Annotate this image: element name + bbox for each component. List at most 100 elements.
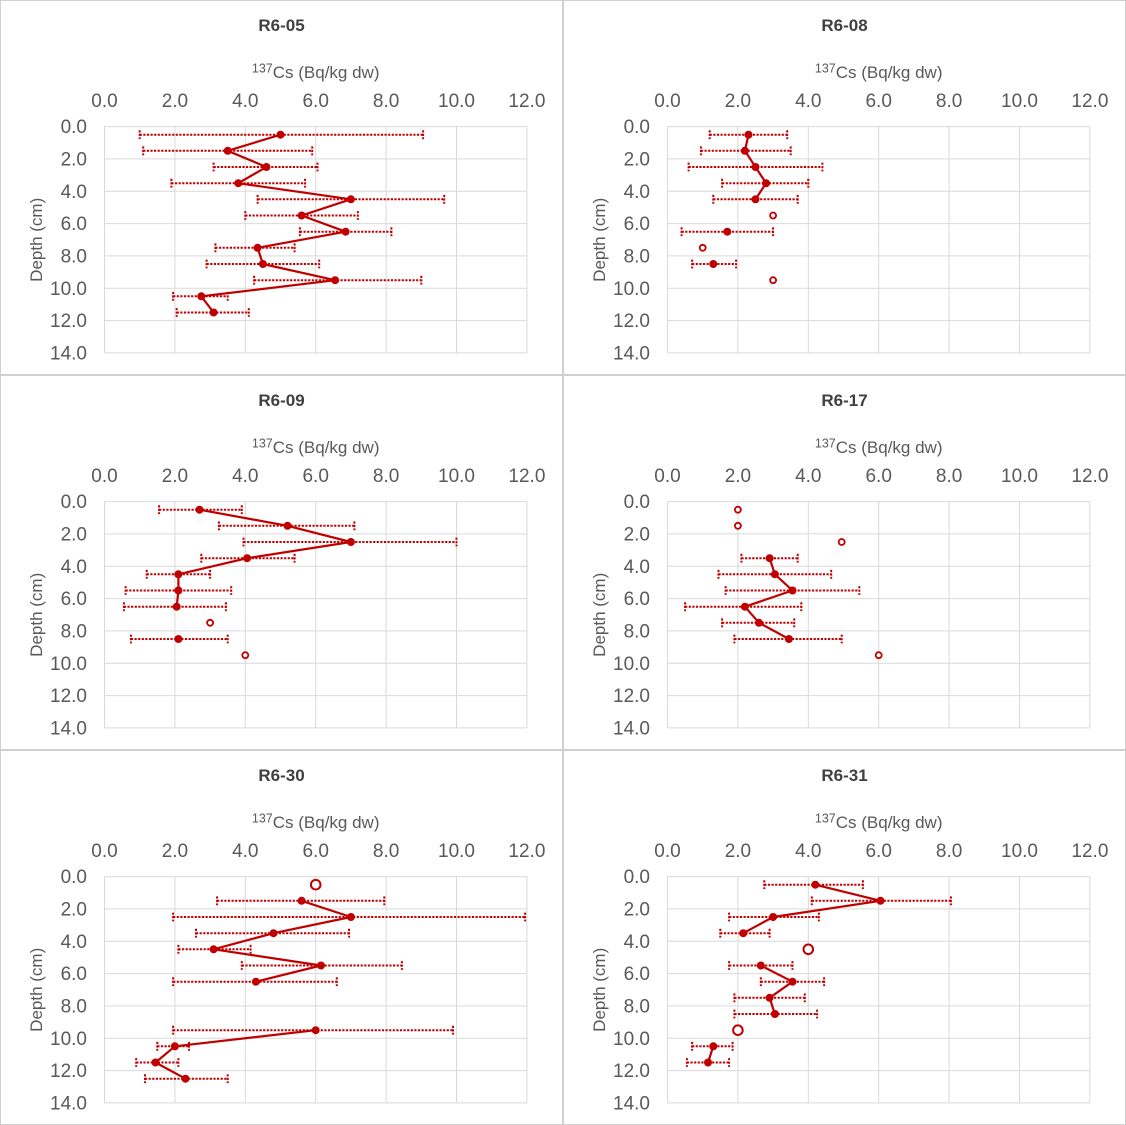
- svg-text:12.0: 12.0: [50, 1061, 87, 1082]
- svg-text:4.0: 4.0: [232, 841, 258, 862]
- svg-text:12.0: 12.0: [613, 311, 650, 332]
- svg-text:12.0: 12.0: [50, 311, 87, 332]
- svg-text:8.0: 8.0: [624, 247, 650, 268]
- svg-text:10.0: 10.0: [50, 279, 87, 300]
- svg-text:R6-09: R6-09: [258, 391, 304, 410]
- svg-text:8.0: 8.0: [936, 466, 962, 487]
- svg-text:6.0: 6.0: [61, 964, 87, 985]
- svg-text:Depth (cm): Depth (cm): [590, 948, 609, 1032]
- svg-text:10.0: 10.0: [613, 654, 650, 675]
- svg-text:12.0: 12.0: [1071, 466, 1108, 487]
- svg-text:10.0: 10.0: [1001, 91, 1038, 112]
- svg-text:137Cs (Bq/kg dw): 137Cs (Bq/kg dw): [815, 812, 943, 833]
- svg-text:8.0: 8.0: [373, 466, 399, 487]
- svg-text:14.0: 14.0: [50, 1094, 87, 1115]
- svg-text:0.0: 0.0: [624, 492, 650, 513]
- svg-text:2.0: 2.0: [725, 466, 751, 487]
- svg-text:6.0: 6.0: [624, 589, 650, 610]
- svg-text:6.0: 6.0: [624, 964, 650, 985]
- svg-text:137Cs (Bq/kg dw): 137Cs (Bq/kg dw): [252, 437, 380, 458]
- svg-text:0.0: 0.0: [654, 91, 680, 112]
- svg-text:12.0: 12.0: [613, 686, 650, 707]
- svg-text:12.0: 12.0: [508, 91, 545, 112]
- svg-text:6.0: 6.0: [302, 466, 328, 487]
- svg-text:2.0: 2.0: [61, 900, 87, 921]
- svg-text:0.0: 0.0: [91, 841, 117, 862]
- svg-text:6.0: 6.0: [302, 841, 328, 862]
- svg-text:0.0: 0.0: [61, 117, 87, 138]
- svg-text:8.0: 8.0: [61, 622, 87, 643]
- svg-text:4.0: 4.0: [624, 557, 650, 578]
- svg-text:14.0: 14.0: [613, 719, 650, 740]
- svg-text:14.0: 14.0: [613, 344, 650, 365]
- svg-text:0.0: 0.0: [91, 91, 117, 112]
- svg-text:R6-08: R6-08: [821, 16, 867, 35]
- svg-text:10.0: 10.0: [438, 841, 475, 862]
- svg-text:R6-30: R6-30: [258, 766, 304, 785]
- svg-text:12.0: 12.0: [1071, 91, 1108, 112]
- svg-text:10.0: 10.0: [1001, 466, 1038, 487]
- svg-text:14.0: 14.0: [50, 719, 87, 740]
- svg-text:2.0: 2.0: [162, 91, 188, 112]
- svg-text:10.0: 10.0: [438, 466, 475, 487]
- svg-text:8.0: 8.0: [936, 841, 962, 862]
- svg-text:0.0: 0.0: [61, 867, 87, 888]
- svg-text:Depth (cm): Depth (cm): [27, 198, 46, 282]
- svg-text:0.0: 0.0: [654, 466, 680, 487]
- svg-text:2.0: 2.0: [624, 900, 650, 921]
- svg-text:0.0: 0.0: [61, 492, 87, 513]
- svg-text:12.0: 12.0: [508, 841, 545, 862]
- svg-text:12.0: 12.0: [1071, 841, 1108, 862]
- svg-text:0.0: 0.0: [91, 466, 117, 487]
- svg-text:4.0: 4.0: [795, 841, 821, 862]
- svg-text:8.0: 8.0: [61, 997, 87, 1018]
- svg-text:8.0: 8.0: [936, 91, 962, 112]
- svg-text:R6-05: R6-05: [258, 16, 304, 35]
- svg-text:6.0: 6.0: [61, 589, 87, 610]
- svg-text:137Cs (Bq/kg dw): 137Cs (Bq/kg dw): [252, 62, 380, 83]
- svg-text:2.0: 2.0: [725, 91, 751, 112]
- svg-text:10.0: 10.0: [613, 1029, 650, 1050]
- svg-text:4.0: 4.0: [232, 91, 258, 112]
- svg-text:137Cs (Bq/kg dw): 137Cs (Bq/kg dw): [815, 62, 943, 83]
- svg-text:R6-17: R6-17: [821, 391, 867, 410]
- svg-text:6.0: 6.0: [865, 841, 891, 862]
- svg-text:4.0: 4.0: [61, 932, 87, 953]
- svg-text:4.0: 4.0: [795, 91, 821, 112]
- svg-text:Depth (cm): Depth (cm): [27, 948, 46, 1032]
- svg-text:137Cs (Bq/kg dw): 137Cs (Bq/kg dw): [252, 812, 380, 833]
- svg-text:6.0: 6.0: [865, 466, 891, 487]
- svg-text:14.0: 14.0: [613, 1094, 650, 1115]
- svg-text:2.0: 2.0: [61, 525, 87, 546]
- svg-text:4.0: 4.0: [61, 557, 87, 578]
- svg-text:6.0: 6.0: [865, 91, 891, 112]
- svg-text:8.0: 8.0: [373, 91, 399, 112]
- svg-text:4.0: 4.0: [61, 182, 87, 203]
- svg-text:8.0: 8.0: [624, 622, 650, 643]
- svg-text:2.0: 2.0: [624, 525, 650, 546]
- svg-text:12.0: 12.0: [613, 1061, 650, 1082]
- svg-text:12.0: 12.0: [508, 466, 545, 487]
- svg-text:2.0: 2.0: [725, 841, 751, 862]
- svg-text:2.0: 2.0: [624, 150, 650, 171]
- svg-text:6.0: 6.0: [302, 91, 328, 112]
- svg-text:Depth (cm): Depth (cm): [590, 573, 609, 657]
- svg-text:8.0: 8.0: [624, 997, 650, 1018]
- svg-text:10.0: 10.0: [1001, 841, 1038, 862]
- svg-text:2.0: 2.0: [162, 841, 188, 862]
- svg-text:0.0: 0.0: [624, 867, 650, 888]
- svg-text:10.0: 10.0: [613, 279, 650, 300]
- svg-text:8.0: 8.0: [61, 247, 87, 268]
- svg-text:10.0: 10.0: [50, 1029, 87, 1050]
- svg-text:R6-31: R6-31: [821, 766, 867, 785]
- svg-text:0.0: 0.0: [654, 841, 680, 862]
- svg-text:4.0: 4.0: [232, 466, 258, 487]
- svg-text:2.0: 2.0: [162, 466, 188, 487]
- svg-text:6.0: 6.0: [61, 214, 87, 235]
- svg-text:Depth (cm): Depth (cm): [27, 573, 46, 657]
- svg-text:137Cs (Bq/kg dw): 137Cs (Bq/kg dw): [815, 437, 943, 458]
- svg-text:4.0: 4.0: [624, 182, 650, 203]
- svg-text:14.0: 14.0: [50, 344, 87, 365]
- svg-text:8.0: 8.0: [373, 841, 399, 862]
- svg-text:2.0: 2.0: [61, 150, 87, 171]
